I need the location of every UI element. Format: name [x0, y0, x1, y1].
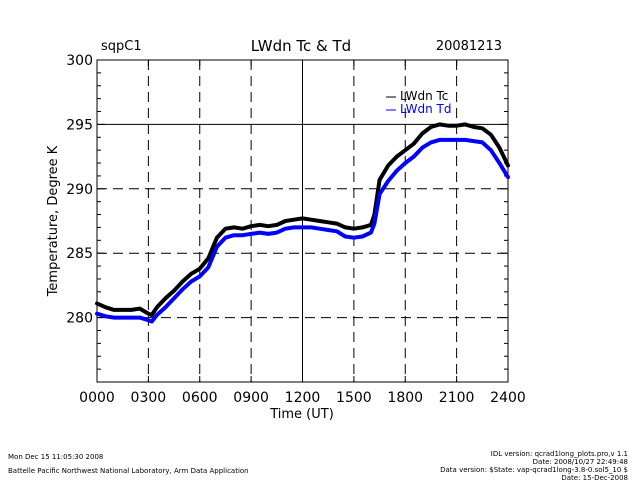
- footer-idl-version: IDL version: qcrad1long_plots.pro,v 1.1: [490, 450, 628, 458]
- legend: LWdn Tc LWdn Td: [386, 89, 451, 116]
- x-axis-label: Time (UT): [269, 407, 334, 422]
- axis-ticks: [96, 59, 509, 383]
- legend-label-tc: LWdn Tc: [400, 89, 448, 103]
- footer-data-date: Date: 15-Dec-2008: [561, 474, 628, 482]
- chart-date-label: 20081213: [436, 39, 502, 54]
- y-tick-label: 300: [66, 53, 93, 69]
- y-tick-label: 295: [66, 117, 93, 133]
- x-tick-label: 0600: [182, 390, 218, 406]
- x-tick-label: 1800: [387, 390, 423, 406]
- footer-timestamp: Mon Dec 15 11:05:30 2008: [8, 453, 104, 461]
- x-tick-label: 0900: [233, 390, 269, 406]
- x-tick-label: 0300: [131, 390, 167, 406]
- x-tick-label: 1500: [336, 390, 372, 406]
- x-tick-label: 2100: [439, 390, 475, 406]
- y-tick-label: 280: [66, 311, 93, 327]
- series-layer: [95, 122, 510, 324]
- x-tick-label: 1200: [285, 390, 321, 406]
- footer-idl-date: Date: 2008/10/27 22:49:48: [532, 458, 628, 466]
- footer-data-version: Data version: $State: vap-qcrad1long-3.8…: [440, 466, 628, 474]
- x-tick-label: 0000: [79, 390, 115, 406]
- y-axis-label: Temperature, Degree K: [46, 145, 61, 297]
- axis-tick-labels: 280 285 290 295 300 0000 0300 0600 0900 1200 1500 1…: [66, 53, 526, 406]
- footer-organization: Battelle Pacific Northwest National Labo…: [8, 467, 249, 475]
- chart-site-label: sqpC1: [101, 39, 142, 54]
- legend-label-td: LWdn Td: [400, 102, 451, 116]
- series-line-lwdn-td: [95, 137, 510, 324]
- y-tick-label: 285: [66, 246, 93, 262]
- chart-title: LWdn Tc & Td: [251, 37, 351, 55]
- y-tick-label: 290: [66, 182, 93, 198]
- x-tick-label: 2400: [490, 390, 526, 406]
- series-line-lwdn-tc: [95, 122, 510, 317]
